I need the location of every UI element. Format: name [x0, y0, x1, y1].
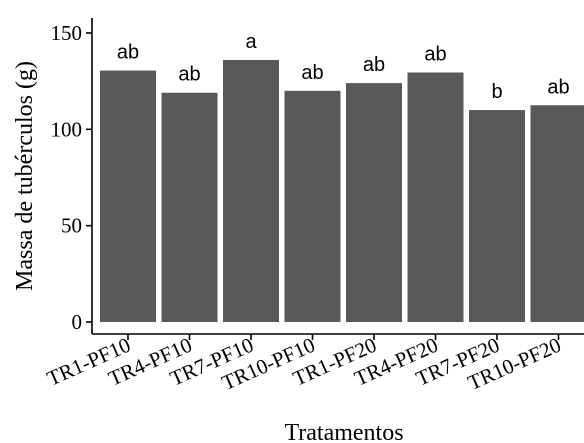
bar-tr7-pf10 — [223, 59, 279, 323]
bar-tr10-pf20 — [530, 105, 584, 322]
y-tick-label-150: 150 — [51, 21, 83, 45]
bar-label-tr1-pf10: ab — [117, 42, 139, 64]
bar-tr7-pf20 — [469, 110, 525, 322]
bar-label-tr7-pf10: a — [245, 31, 257, 53]
y-tick-label-50: 50 — [61, 214, 82, 238]
bar-label-tr10-pf20: ab — [547, 76, 569, 98]
x-axis: TR1-PF10TR4-PF10TR7-PF10TR10-PF10TR1-PF2… — [43, 333, 584, 395]
bar-tr1-pf20 — [346, 83, 402, 323]
bar-label-tr4-pf10: ab — [178, 64, 200, 86]
bars-layer — [100, 59, 584, 323]
y-axis: 0 50 100 150 — [51, 18, 93, 334]
bar-tr10-pf10 — [284, 90, 341, 322]
bar-tr4-pf10 — [161, 92, 218, 322]
y-tick-label-0: 0 — [72, 310, 83, 334]
bar-labels-layer: ab ab a ab ab ab b ab — [117, 31, 570, 103]
bar-label-tr4-pf20: ab — [424, 43, 446, 65]
bar-tr1-pf10 — [100, 70, 156, 322]
y-tick-label-100: 100 — [51, 117, 83, 141]
x-axis-title: Tratamentos — [284, 420, 403, 443]
bar-label-tr10-pf10: ab — [301, 62, 323, 84]
bar-tr4-pf20 — [407, 72, 464, 322]
y-axis-title: Massa de tubérculos (g) — [12, 61, 38, 291]
bar-label-tr7-pf20: b — [491, 81, 502, 103]
bar-label-tr1-pf20: ab — [363, 54, 385, 76]
